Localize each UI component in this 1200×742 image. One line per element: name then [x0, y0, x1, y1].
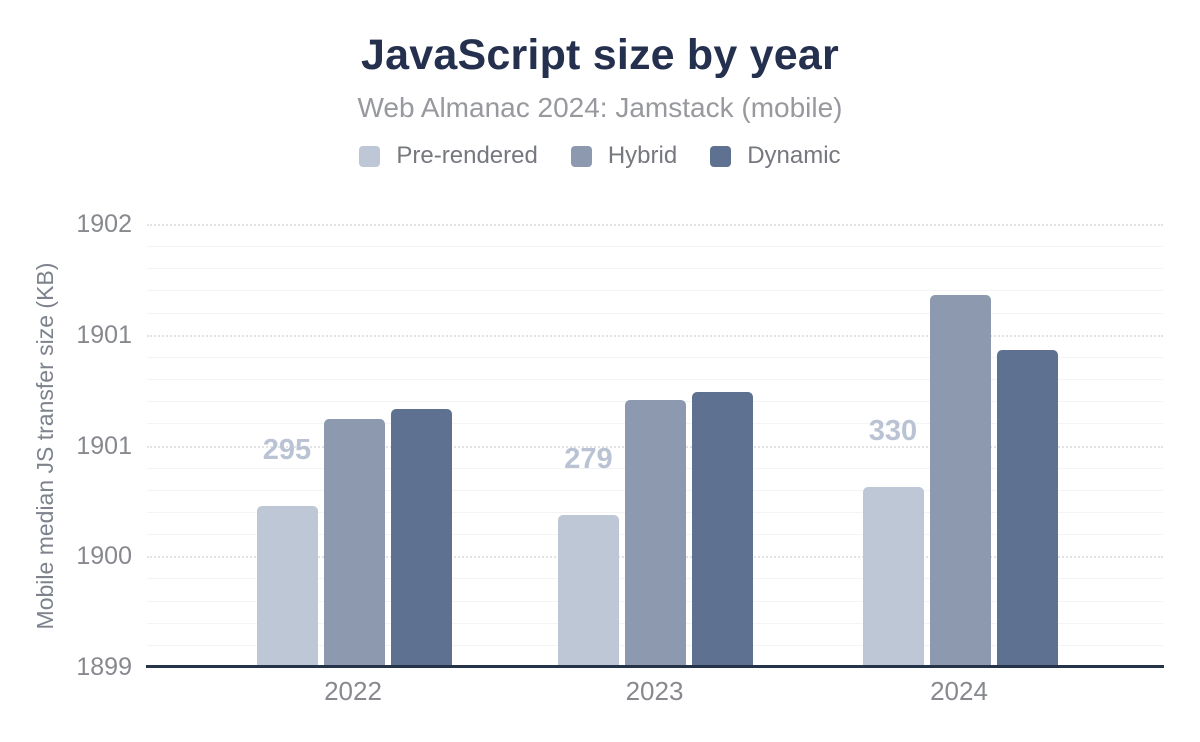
bar-value-label: 330 — [868, 414, 918, 447]
legend-swatch-icon — [570, 145, 592, 167]
bar-hybrid-2022[interactable] — [323, 418, 385, 667]
legend: Pre-rendered Hybrid Dynamic — [0, 142, 1200, 170]
bar-value-label: 295 — [262, 434, 312, 467]
y-tick-label: 1901 — [76, 431, 132, 460]
bar-dynamic-2022[interactable] — [390, 408, 452, 667]
minor-gridline — [147, 356, 1163, 358]
minor-gridline — [147, 246, 1163, 248]
legend-label: Hybrid — [607, 142, 678, 169]
y-tick-label: 1900 — [76, 542, 132, 571]
legend-swatch-icon — [359, 145, 381, 167]
legend-item-pre-rendered[interactable]: Pre-rendered — [359, 142, 538, 170]
minor-gridline — [147, 379, 1163, 381]
bar-group-2024: 330 — [862, 224, 1058, 667]
bar-hybrid-2023[interactable] — [625, 399, 686, 667]
bar-dynamic-2023[interactable] — [692, 392, 753, 667]
major-gridline — [147, 334, 1163, 337]
bar-group-2023: 279 — [558, 224, 753, 667]
bar-group-2022: 295 — [256, 224, 452, 667]
legend-label: Dynamic — [747, 142, 841, 169]
bar-pre-rendered-2022[interactable] — [256, 506, 318, 667]
major-gridline — [147, 224, 1163, 226]
x-tick-label-2022: 2022 — [324, 676, 382, 706]
minor-gridline — [147, 290, 1163, 292]
x-tick-label-2023: 2023 — [625, 676, 684, 706]
y-tick-label: 1901 — [76, 320, 132, 349]
y-tick-label: 1902 — [76, 210, 132, 238]
legend-label: Pre-rendered — [396, 142, 538, 169]
plot-area: 295 279 330 — [147, 224, 1163, 667]
legend-item-hybrid[interactable]: Hybrid — [570, 142, 678, 170]
bar-pre-rendered-2024[interactable] — [862, 486, 924, 667]
bar-pre-rendered-2023[interactable] — [558, 514, 619, 667]
x-tick-label-2024: 2024 — [930, 676, 988, 706]
legend-item-dynamic[interactable]: Dynamic — [710, 142, 841, 170]
bar-dynamic-2024[interactable] — [996, 349, 1058, 667]
chart-title: JavaScript size by year — [361, 31, 839, 79]
legend-swatch-icon — [710, 145, 732, 167]
minor-gridline — [147, 312, 1163, 314]
y-tick-label: 1899 — [76, 653, 132, 681]
bar-hybrid-2024[interactable] — [929, 294, 991, 667]
chart-subtitle: Web Almanac 2024: Jamstack (mobile) — [357, 92, 843, 123]
x-axis-line — [146, 665, 1164, 668]
bar-value-label: 279 — [564, 442, 613, 475]
minor-gridline — [147, 268, 1163, 270]
